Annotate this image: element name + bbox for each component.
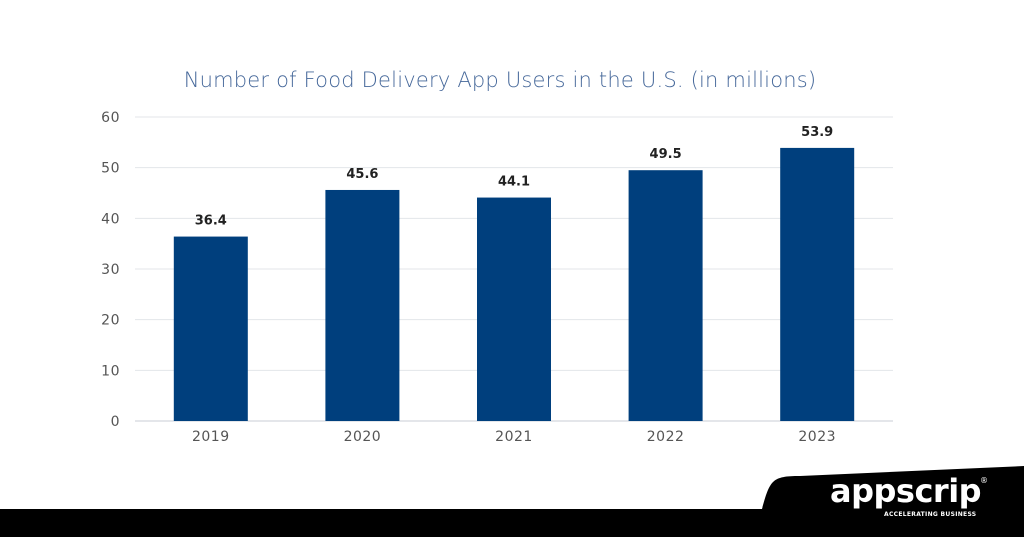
y-tick-label: 20: [101, 313, 120, 329]
bar: [173, 236, 248, 421]
y-tick-label: 60: [101, 110, 120, 126]
bar: [628, 170, 703, 421]
data-label: 53.9: [801, 125, 833, 140]
y-tick-label: 0: [111, 414, 120, 430]
x-tick-label: 2023: [798, 429, 836, 445]
x-tick-label: 2022: [647, 429, 685, 445]
bar: [780, 147, 855, 421]
data-label: 36.4: [195, 214, 227, 229]
bar: [325, 189, 400, 421]
brand-tagline: ACCELERATING BUSINESS: [884, 511, 977, 518]
brand-logo: appscrip ® ACCELERATING BUSINESS: [826, 472, 996, 524]
x-tick-label: 2019: [192, 429, 230, 445]
brand-name: appscrip: [830, 472, 982, 510]
x-tick-label: 2021: [495, 429, 533, 445]
data-label: 44.1: [498, 175, 530, 190]
y-tick-label: 30: [101, 262, 120, 278]
data-label: 45.6: [346, 167, 378, 182]
data-label: 49.5: [650, 147, 682, 162]
bar: [477, 197, 551, 421]
brand-tab: [762, 466, 1024, 537]
y-tick-label: 40: [101, 211, 120, 227]
y-tick-label: 10: [101, 363, 120, 379]
chart-title: Number of Food Delivery App Users in the…: [183, 68, 817, 92]
registered-mark: ®: [980, 476, 988, 485]
x-tick-label: 2020: [344, 429, 382, 445]
y-tick-label: 50: [101, 161, 120, 177]
